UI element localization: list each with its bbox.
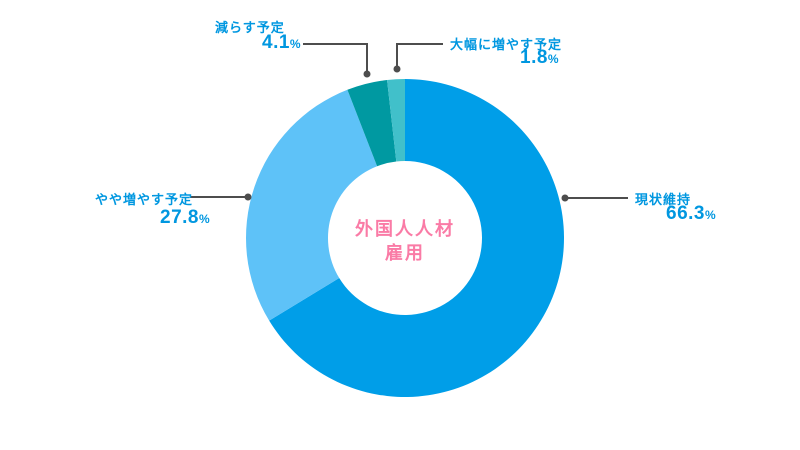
leader-dot-slight-increase: [244, 193, 252, 201]
value-big-increase-number: 1.8: [520, 47, 548, 68]
label-slight-increase: やや増やす予定: [95, 192, 194, 207]
value-maintain-number: 66.3: [666, 203, 705, 224]
leader-line-big-increase: [396, 43, 443, 66]
donut-segment-1: [246, 89, 378, 321]
value-slight-increase-unit: %: [198, 212, 211, 226]
label-big-increase: 大幅に増やす予定: [450, 37, 563, 52]
leader-lines: [190, 43, 628, 202]
leader-dot-decrease: [363, 70, 371, 78]
leader-dot-big-increase: [393, 65, 401, 73]
value-maintain-unit: %: [704, 208, 717, 222]
value-decrease-number: 4.1: [262, 32, 290, 53]
donut-segment-0: [269, 79, 565, 397]
leader-dot-maintain: [561, 194, 569, 202]
value-big-increase-unit: %: [547, 52, 560, 66]
value-maintain: 66.3%: [666, 203, 716, 225]
leader-line-decrease: [303, 43, 368, 71]
center-label: 外国人人材 雇用: [325, 217, 485, 265]
label-maintain: 現状維持: [635, 192, 692, 207]
label-decrease: 減らす予定: [215, 20, 285, 35]
value-decrease: 4.1%: [262, 32, 301, 54]
value-decrease-unit: %: [289, 37, 302, 51]
value-big-increase: 1.8%: [520, 47, 559, 69]
donut-segment-2: [347, 80, 397, 167]
center-label-line1: 外国人人材: [355, 219, 455, 239]
donut-segment-3: [387, 79, 405, 162]
value-slight-increase-number: 27.8: [160, 207, 199, 228]
donut-segments: [246, 79, 565, 397]
value-slight-increase: 27.8%: [160, 207, 210, 229]
center-label-line2: 雇用: [385, 243, 425, 263]
